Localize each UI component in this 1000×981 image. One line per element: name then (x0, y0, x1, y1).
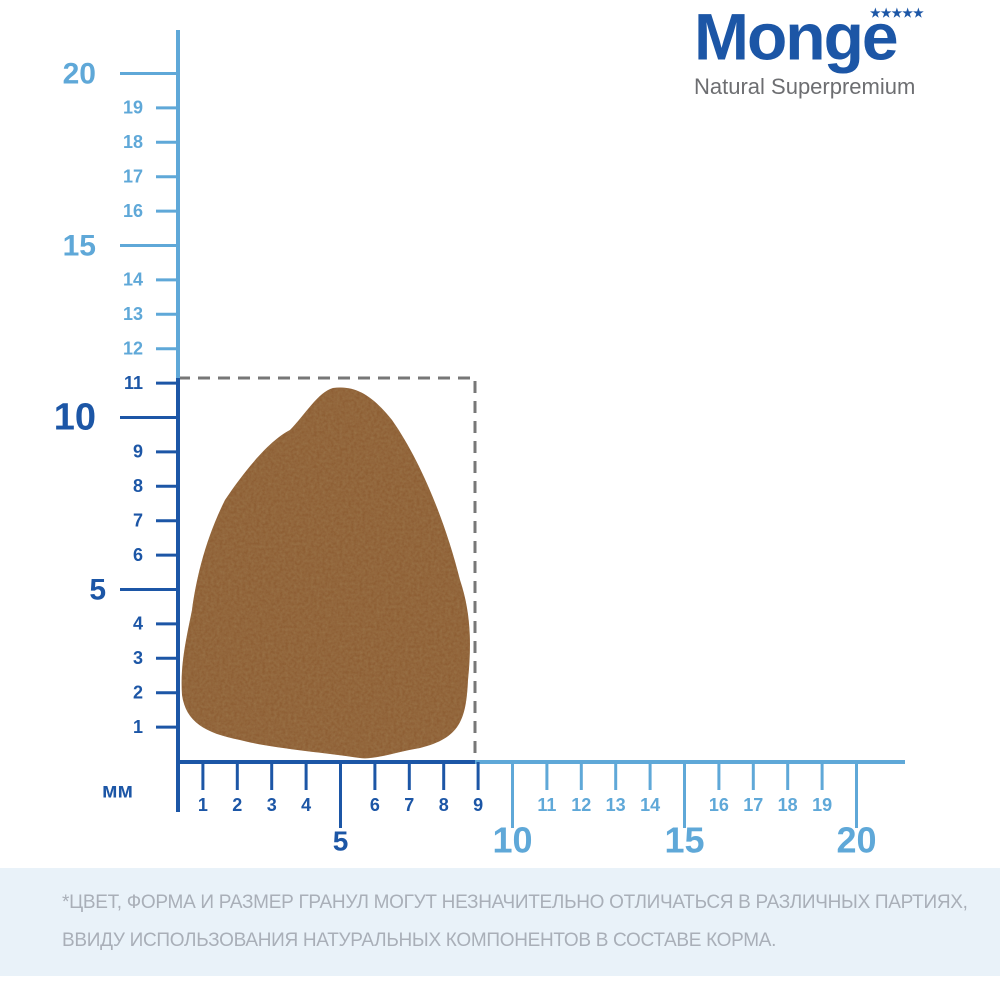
size-box (178, 376, 477, 760)
y-tick-label: 16 (123, 201, 143, 221)
x-tick-label: 13 (606, 795, 626, 815)
x-tick-label: 12 (571, 795, 591, 815)
logo-brand: Monge (694, 0, 897, 73)
x-tick-label: 18 (778, 795, 798, 815)
x-tick-label: 17 (743, 795, 763, 815)
x-major-label: 10 (492, 820, 532, 861)
y-tick-label: 17 (123, 166, 143, 186)
y-major-label: 5 (89, 573, 106, 606)
x-tick-label: 9 (473, 795, 483, 815)
y-tick-label: 8 (133, 476, 143, 496)
y-tick-label: 11 (124, 373, 143, 393)
footnote-line: *ЦВЕТ, ФОРМА И РАЗМЕР ГРАНУЛ МОГУТ НЕЗНА… (62, 892, 968, 913)
x-tick-label: 11 (537, 795, 556, 815)
unit-label: мм (102, 780, 133, 803)
y-tick-label: 12 (123, 338, 143, 358)
kibble (181, 387, 470, 759)
x-tick-label: 4 (301, 795, 311, 815)
x-major-label: 15 (664, 820, 704, 861)
x-tick-label: 2 (232, 795, 242, 815)
x-major-label: 5 (333, 825, 349, 856)
footnote-band (0, 868, 1000, 976)
logo-stars: ★★★★★ (870, 6, 924, 20)
y-tick-label: 9 (133, 442, 143, 462)
y-tick-label: 6 (133, 545, 143, 565)
y-tick-label: 3 (133, 648, 143, 668)
y-tick-label: 13 (123, 304, 143, 324)
y-tick-label: 7 (133, 510, 143, 530)
x-tick-label: 7 (404, 795, 414, 815)
x-tick-label: 8 (439, 795, 449, 815)
y-tick-label: 19 (123, 98, 143, 118)
y-tick-label: 2 (133, 682, 143, 702)
x-major-label: 20 (836, 820, 876, 861)
x-tick-label: 16 (709, 795, 729, 815)
y-tick-label: 4 (133, 614, 143, 634)
x-tick-label: 19 (812, 795, 832, 815)
footnote-line: ВВИДУ ИСПОЛЬЗОВАНИЯ НАТУРАЛЬНЫХ КОМПОНЕН… (62, 930, 776, 951)
logo-tagline: Natural Superpremium (694, 74, 915, 99)
x-tick-label: 14 (640, 795, 660, 815)
y-tick-label: 14 (123, 270, 143, 290)
y-major-label: 15 (63, 229, 96, 262)
y-tick-label: 18 (123, 132, 143, 152)
x-tick-label: 1 (198, 795, 208, 815)
y-major-label: 20 (63, 57, 96, 90)
x-tick-label: 6 (370, 795, 380, 815)
y-major-label: 10 (54, 397, 96, 439)
y-tick-label: 1 (133, 717, 143, 737)
x-tick-label: 3 (267, 795, 277, 815)
